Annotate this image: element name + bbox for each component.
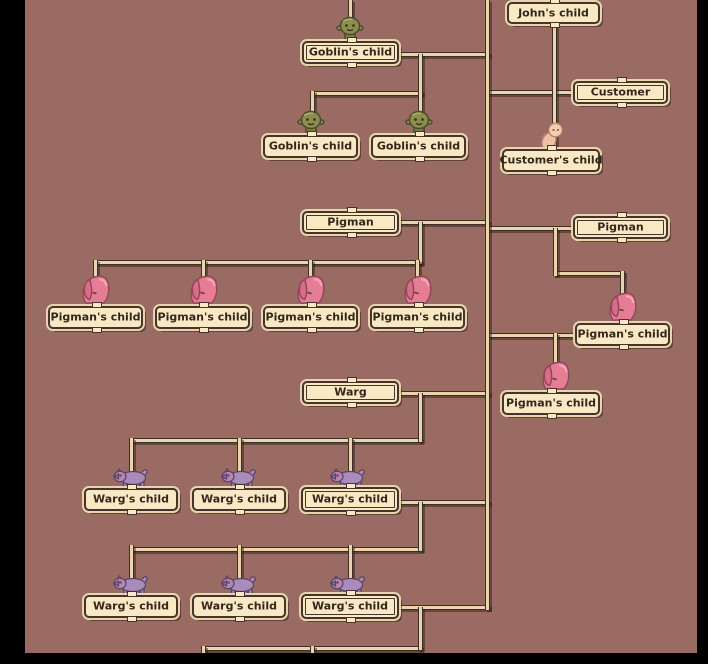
tree-connector-line (129, 438, 134, 490)
tree-connector-line (396, 220, 490, 225)
pigman-sprite (79, 272, 111, 308)
tree-connector-line (553, 228, 558, 276)
node-label: Pigman's child (265, 310, 356, 324)
node-label: Warg (334, 385, 367, 399)
node-warg-child-2[interactable]: Warg's child (192, 484, 286, 515)
tree-connector-line (129, 547, 422, 552)
node-warg-child-6[interactable]: Warg's child (301, 590, 399, 623)
tree-connector-line (418, 502, 423, 551)
tree-connector-line (485, 0, 490, 610)
node-label: Pigman's child (577, 327, 668, 341)
tree-connector-line (553, 271, 624, 276)
node-pigman-child-1[interactable]: Pigman's child (48, 302, 143, 333)
node-pigman-child-r2[interactable]: Pigman's child (502, 388, 600, 419)
tree-connector-line (418, 393, 423, 442)
warg-sprite (112, 573, 149, 597)
node-label: Goblin's child (376, 139, 461, 153)
node-label: Warg's child (201, 492, 277, 506)
node-goblin-child-2[interactable]: Goblin's child (371, 131, 466, 162)
tree-connector-line (237, 438, 242, 490)
node-pigman-child-3[interactable]: Pigman's child (263, 302, 358, 333)
node-label: Warg's child (93, 599, 169, 613)
tree-connector-line (396, 605, 490, 610)
window-frame-left (0, 0, 25, 664)
node-label: Pigman's child (50, 310, 141, 324)
node-label: Customer's child (499, 153, 603, 167)
node-warg-child-3[interactable]: Warg's child (301, 483, 399, 516)
node-label: Goblin's child (308, 45, 393, 59)
node-label: John's child (518, 6, 589, 19)
node-customer[interactable]: Customer (573, 77, 668, 108)
tree-connector-line (129, 438, 422, 443)
node-warg[interactable]: Warg (302, 377, 399, 408)
tree-connector-line (310, 646, 315, 655)
node-goblin-child-top[interactable]: Goblin's child (302, 37, 399, 68)
node-customer-child[interactable]: Customer's child (499, 145, 603, 176)
node-label: Warg's child (312, 599, 388, 613)
node-pigman-right[interactable]: Pigman (573, 212, 668, 243)
node-label: Pigman (327, 215, 374, 229)
tree-connector-line (348, 545, 353, 597)
node-pigman-child-r1[interactable]: Pigman's child (575, 319, 670, 350)
node-pigman-child-2[interactable]: Pigman's child (155, 302, 250, 333)
node-label: Warg's child (93, 492, 169, 506)
node-pigman-left[interactable]: Pigman (302, 207, 399, 238)
window-frame-bottom (0, 653, 708, 664)
node-warg-child-4[interactable]: Warg's child (84, 591, 178, 622)
node-john-child[interactable]: John's child (507, 0, 600, 28)
node-label: Goblin's child (268, 139, 353, 153)
tree-connector-line (418, 607, 423, 650)
tree-connector-line (93, 260, 422, 265)
tree-connector-line (552, 24, 557, 148)
tree-connector-line (396, 391, 490, 396)
node-goblin-child-1[interactable]: Goblin's child (263, 131, 358, 162)
tree-connector-line (418, 222, 423, 264)
window-frame-right (697, 0, 708, 664)
tree-connector-line (485, 333, 577, 338)
tree-connector-line (237, 545, 242, 597)
tree-connector-line (348, 438, 353, 490)
node-label: Pigman (597, 220, 644, 234)
node-warg-child-5[interactable]: Warg's child (192, 591, 286, 622)
node-label: Warg's child (201, 599, 277, 613)
node-label: Warg's child (312, 492, 388, 506)
tree-connector-line (201, 646, 206, 655)
tree-connector-line (310, 91, 422, 96)
goblin-sprite (335, 15, 365, 43)
node-label: Pigman's child (506, 396, 596, 410)
tree-connector-line (396, 52, 490, 57)
node-pigman-child-4[interactable]: Pigman's child (370, 302, 465, 333)
node-warg-child-1[interactable]: Warg's child (84, 484, 178, 515)
tree-connector-line (485, 226, 575, 231)
tree-connector-line (485, 90, 575, 95)
tree-connector-line (396, 500, 490, 505)
tree-connector-line (418, 54, 423, 95)
tree-connector-line (129, 545, 134, 597)
node-label: Customer (590, 85, 651, 99)
node-label: Pigman's child (372, 310, 463, 324)
node-label: Pigman's child (157, 310, 248, 324)
